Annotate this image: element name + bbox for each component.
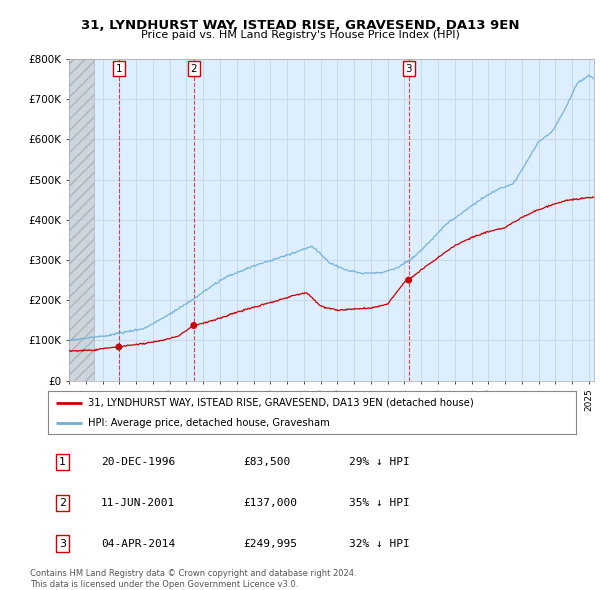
Text: 31, LYNDHURST WAY, ISTEAD RISE, GRAVESEND, DA13 9EN (detached house): 31, LYNDHURST WAY, ISTEAD RISE, GRAVESEN… — [88, 398, 473, 408]
Text: 2: 2 — [190, 64, 197, 74]
Text: 31, LYNDHURST WAY, ISTEAD RISE, GRAVESEND, DA13 9EN: 31, LYNDHURST WAY, ISTEAD RISE, GRAVESEN… — [81, 19, 519, 32]
Text: 04-APR-2014: 04-APR-2014 — [101, 539, 175, 549]
Text: 32% ↓ HPI: 32% ↓ HPI — [349, 539, 410, 549]
Bar — [69, 59, 94, 381]
Text: 1: 1 — [59, 457, 66, 467]
Text: 2: 2 — [59, 498, 67, 508]
Point — [189, 321, 199, 330]
Point — [114, 342, 124, 352]
Text: Contains HM Land Registry data © Crown copyright and database right 2024.
This d: Contains HM Land Registry data © Crown c… — [30, 569, 356, 589]
Text: 20-DEC-1996: 20-DEC-1996 — [101, 457, 175, 467]
Text: £83,500: £83,500 — [244, 457, 290, 467]
Text: 11-JUN-2001: 11-JUN-2001 — [101, 498, 175, 508]
Text: 1: 1 — [116, 64, 122, 74]
Text: Price paid vs. HM Land Registry's House Price Index (HPI): Price paid vs. HM Land Registry's House … — [140, 30, 460, 40]
Text: 3: 3 — [406, 64, 412, 74]
Text: 3: 3 — [59, 539, 66, 549]
Text: 29% ↓ HPI: 29% ↓ HPI — [349, 457, 410, 467]
Text: 35% ↓ HPI: 35% ↓ HPI — [349, 498, 410, 508]
Point — [404, 276, 413, 285]
Text: HPI: Average price, detached house, Gravesham: HPI: Average price, detached house, Grav… — [88, 418, 329, 428]
Text: £249,995: £249,995 — [244, 539, 298, 549]
Text: £137,000: £137,000 — [244, 498, 298, 508]
